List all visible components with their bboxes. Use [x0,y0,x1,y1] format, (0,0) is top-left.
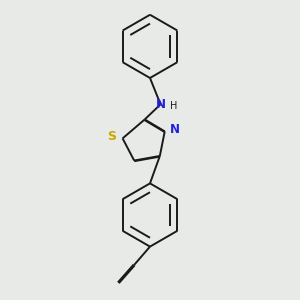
Text: N: N [155,98,166,111]
Text: H: H [170,101,178,111]
Text: N: N [169,123,180,136]
Text: S: S [107,130,116,143]
